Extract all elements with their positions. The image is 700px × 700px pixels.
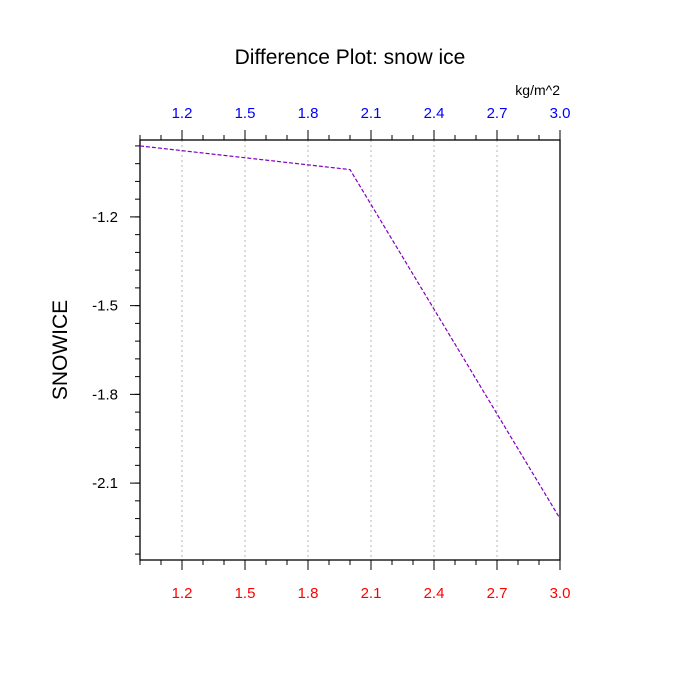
axis-ticks [130,130,561,570]
x-tick-label-top: 1.2 [172,105,193,122]
grid-lines [181,140,498,560]
chart-title: Difference Plot: snow ice [235,46,466,69]
x-tick-label-bottom: 2.7 [487,585,508,602]
y-axis-label: SNOWICE [49,300,72,400]
y-tick-label: -1.2 [92,209,118,226]
y-tick-label: -1.5 [92,298,118,315]
x-tick-label-top: 2.4 [424,105,445,122]
series-line [139,145,561,519]
x-tick-label-bottom: 1.8 [298,585,319,602]
y-tick-label: -2.1 [92,475,118,492]
x-tick-label-bottom: 1.5 [235,585,256,602]
x-tick-label-top: 2.1 [361,105,382,122]
tick-labels: 1.2 1.2 1.5 1.5 1.8 1.8 2.1 2.1 2.4 2.4 2.7 2.7 3.0 3… [92,105,570,602]
top-axis-unit-label: kg/m^2 [515,82,560,98]
x-tick-label-top: 2.7 [487,105,508,122]
y-tick-label: -1.8 [92,386,118,403]
x-tick-label-bottom: 2.4 [424,585,445,602]
x-tick-label-bottom: 2.1 [361,585,382,602]
x-tick-label-bottom: 3.0 [550,585,571,602]
x-tick-label-top: 3.0 [550,105,571,122]
x-tick-label-top: 1.8 [298,105,319,122]
x-tick-label-top: 1.5 [235,105,256,122]
x-tick-label-bottom: 1.2 [172,585,193,602]
